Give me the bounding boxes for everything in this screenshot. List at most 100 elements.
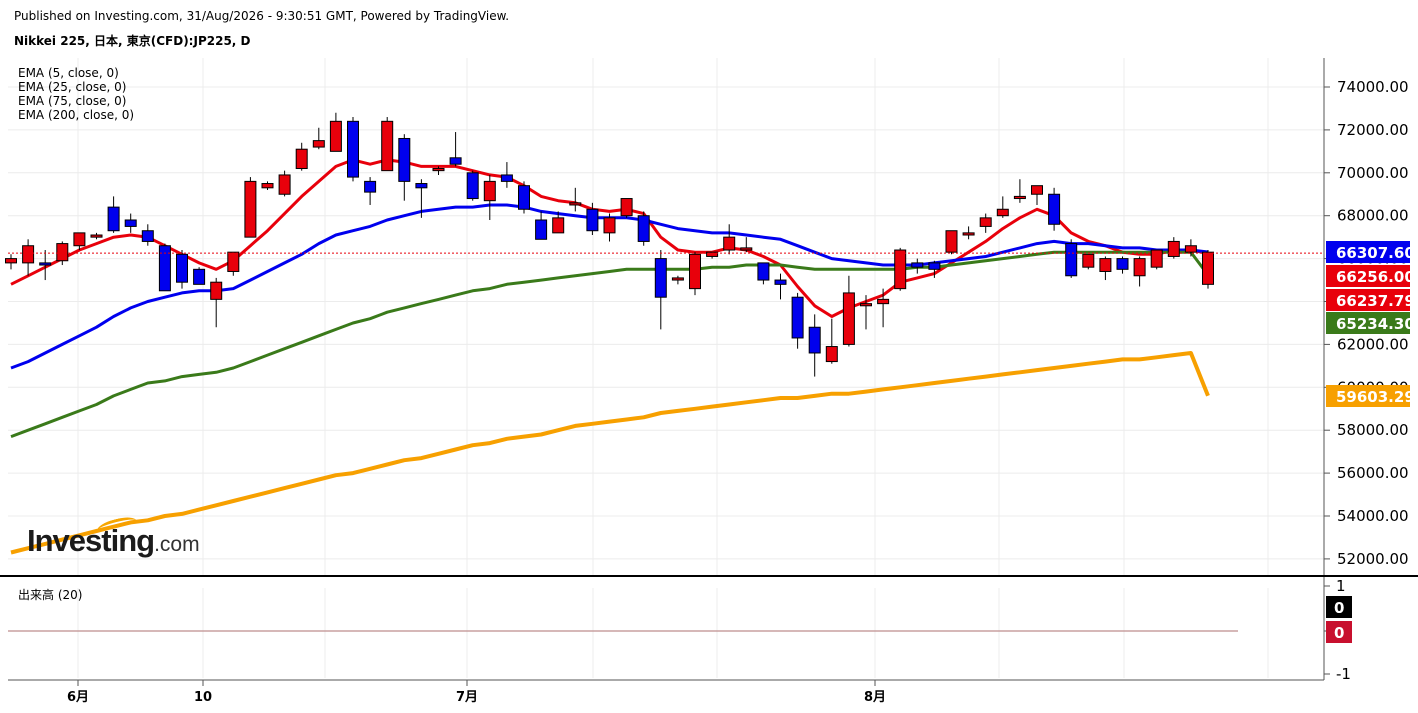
candle-body-27 xyxy=(466,172,479,200)
price-tag-1: 66256.00 xyxy=(1326,265,1415,287)
ema-line-0 xyxy=(10,158,1209,318)
indicator-legend: EMA (5, close, 0) EMA (25, close, 0) EMA… xyxy=(18,66,134,122)
volume-tag-1: 0 xyxy=(1326,621,1352,643)
candle-body-13 xyxy=(227,251,240,272)
candle-body-70 xyxy=(1202,251,1214,285)
candle-body-24 xyxy=(415,183,428,189)
instrument-title: Nikkei 225, 日本, 東京(CFD):JP225, D xyxy=(14,34,251,48)
candle-body-61 xyxy=(1048,193,1061,225)
y-tick-label: 58000.00 xyxy=(1337,421,1409,439)
candle-body-69 xyxy=(1184,245,1197,253)
candle-body-52 xyxy=(894,249,907,290)
ema-line-3 xyxy=(10,351,1210,555)
candle-body-31 xyxy=(535,219,548,240)
candle-body-7 xyxy=(124,219,137,227)
candle-body-15 xyxy=(261,183,274,189)
y-tick-label: 54000.00 xyxy=(1337,507,1409,525)
candle-body-66 xyxy=(1133,258,1146,277)
candle-body-5 xyxy=(90,234,103,238)
candle-body-2 xyxy=(39,262,52,266)
published-caption: Published on Investing.com, 31/Aug/2026 … xyxy=(14,9,510,23)
vol-y-tick-label: -1 xyxy=(1336,665,1351,683)
price-tag-label: 66307.60 xyxy=(1336,244,1415,262)
candle-body-54 xyxy=(928,262,941,270)
candle-body-47 xyxy=(808,326,821,354)
x-tick-label: 8月 xyxy=(864,690,886,705)
candle-body-67 xyxy=(1150,249,1163,268)
candle-body-3 xyxy=(56,243,69,262)
candle-body-1 xyxy=(22,245,35,264)
candle-body-20 xyxy=(347,120,359,178)
price-tag-4: 59603.29 xyxy=(1326,385,1415,407)
candle-body-8 xyxy=(141,230,154,242)
candle-body-50 xyxy=(860,303,872,307)
candle-body-14 xyxy=(244,180,257,238)
candle-body-25 xyxy=(432,168,445,172)
candle-body-41 xyxy=(706,251,719,257)
price-tag-3: 65234.30 xyxy=(1326,312,1415,334)
candle-body-53 xyxy=(911,262,924,268)
candle-body-65 xyxy=(1116,258,1129,270)
legend-ema-25[interactable]: EMA (25, close, 0) xyxy=(18,80,127,94)
price-tag-label: 65234.30 xyxy=(1336,315,1415,333)
candle-body-30 xyxy=(518,185,530,210)
candle-body-28 xyxy=(483,180,496,202)
price-tag-label: 66256.00 xyxy=(1336,268,1415,286)
candle-body-49 xyxy=(842,292,855,345)
candle-body-23 xyxy=(398,137,411,182)
legend-ema-5[interactable]: EMA (5, close, 0) xyxy=(18,66,119,80)
candle-body-9 xyxy=(158,245,171,292)
candle-body-6 xyxy=(107,206,120,232)
price-tag-label: 59603.29 xyxy=(1336,388,1415,406)
legend-ema-75[interactable]: EMA (75, close, 0) xyxy=(18,94,127,108)
y-tick-label: 56000.00 xyxy=(1337,464,1409,482)
candle-body-60 xyxy=(1031,185,1043,195)
x-tick-label: 6月 xyxy=(67,690,89,705)
candle-body-59 xyxy=(1013,195,1026,200)
volume-tag-label: 0 xyxy=(1334,599,1344,617)
vol-y-tick-label: 1 xyxy=(1336,577,1346,595)
candle-body-35 xyxy=(603,217,616,234)
candle-body-38 xyxy=(654,258,667,298)
candle-body-43 xyxy=(740,247,753,251)
candle-body-58 xyxy=(996,208,1009,217)
candle-body-51 xyxy=(877,298,890,305)
candle-body-37 xyxy=(637,215,650,242)
candle-body-0 xyxy=(5,258,17,264)
volume-panel-label: 出来高 (20) xyxy=(18,588,83,602)
legend-ema-200[interactable]: EMA (200, close, 0) xyxy=(18,108,135,122)
candle-body-62 xyxy=(1065,243,1078,277)
candle-body-45 xyxy=(774,279,787,285)
candle-body-33 xyxy=(569,202,582,206)
logo-main: Investing xyxy=(27,523,155,558)
volume-tag-label: 0 xyxy=(1334,624,1344,642)
candle-body-11 xyxy=(193,268,206,285)
candle-body-26 xyxy=(449,157,462,165)
candle-body-48 xyxy=(825,346,838,363)
candle-body-10 xyxy=(176,253,188,283)
candle-body-12 xyxy=(210,281,223,300)
candle-body-68 xyxy=(1167,240,1180,257)
candle-body-16 xyxy=(278,174,291,195)
candle-body-21 xyxy=(364,180,377,193)
y-tick-label: 52000.00 xyxy=(1337,550,1409,568)
y-tick-label: 72000.00 xyxy=(1337,121,1409,139)
logo-suffix: .com xyxy=(154,533,200,556)
price-tag-0: 66307.60 xyxy=(1326,241,1415,263)
candle-body-39 xyxy=(671,277,684,281)
candle-body-57 xyxy=(979,217,992,227)
candle-body-34 xyxy=(586,208,599,232)
candle-body-22 xyxy=(381,120,394,172)
y-tick-label: 62000.00 xyxy=(1337,335,1409,353)
y-tick-label: 68000.00 xyxy=(1337,207,1409,225)
price-tag-label: 66237.79 xyxy=(1336,292,1415,310)
candle-body-64 xyxy=(1099,258,1112,272)
y-tick-label: 70000.00 xyxy=(1337,164,1409,182)
price-tag-2: 66237.79 xyxy=(1326,289,1415,311)
candle-body-19 xyxy=(329,120,342,152)
candle-body-56 xyxy=(962,232,975,236)
candle-body-40 xyxy=(689,253,701,290)
x-tick-label: 7月 xyxy=(456,690,478,705)
x-tick-label: 10 xyxy=(194,690,212,705)
